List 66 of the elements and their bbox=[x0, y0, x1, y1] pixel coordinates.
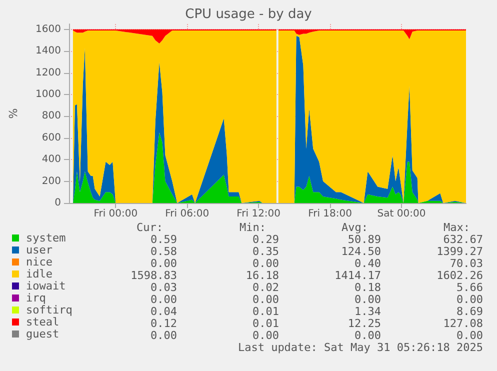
x-tick-label: Fri 00:00 bbox=[94, 208, 138, 220]
text: 0.01 bbox=[252, 317, 279, 330]
y-axis-title: % bbox=[7, 108, 20, 119]
legend-label: irq bbox=[26, 292, 46, 304]
text: Last update: Sat May 31 05:26:18 2025 bbox=[238, 341, 483, 354]
text: 70.03 bbox=[450, 257, 483, 270]
legend-label: idle bbox=[26, 268, 52, 280]
text: 0.00 bbox=[252, 293, 279, 306]
text: 0.58 bbox=[150, 245, 177, 258]
text: 0.18 bbox=[354, 281, 381, 294]
legend-label: iowait bbox=[26, 280, 66, 292]
x-tick-label: Fri 12:00 bbox=[236, 208, 281, 220]
text: 0.29 bbox=[252, 233, 279, 246]
text: 1399.27 bbox=[436, 245, 483, 258]
text: 0.00 bbox=[354, 293, 381, 306]
text: 632.67 bbox=[443, 233, 483, 246]
text: 124.50 bbox=[341, 245, 381, 258]
text: Avg: bbox=[342, 221, 368, 234]
y-tick-label: 1000 bbox=[36, 89, 61, 100]
text: 0.00 bbox=[252, 257, 279, 270]
legend-label: steal bbox=[26, 316, 60, 328]
y-tick-label: 800 bbox=[42, 110, 61, 122]
text: 0.04 bbox=[150, 305, 178, 318]
y-tick-label: 200 bbox=[42, 176, 61, 187]
legend-label: user bbox=[26, 244, 53, 256]
y-tick-label: 1600 bbox=[36, 24, 61, 35]
text: 50.89 bbox=[348, 233, 381, 246]
legend-label: guest bbox=[26, 328, 60, 340]
text: 0.00 bbox=[150, 293, 177, 306]
legend-label: nice bbox=[26, 256, 52, 268]
text: 5.66 bbox=[456, 281, 483, 294]
text: 1598.83 bbox=[130, 269, 177, 282]
text: 0.03 bbox=[150, 281, 177, 294]
x-tick-label: Sat 00:00 bbox=[377, 208, 426, 220]
text: 8.69 bbox=[456, 305, 483, 318]
text: 1.34 bbox=[354, 305, 382, 318]
text: 0.35 bbox=[252, 245, 279, 258]
text: 12.25 bbox=[348, 317, 381, 330]
text: 0.00 bbox=[456, 293, 483, 306]
text: 16.18 bbox=[246, 269, 279, 282]
text: Cur: bbox=[136, 221, 163, 234]
text: 0.12 bbox=[150, 317, 177, 330]
legend-label: softirq bbox=[26, 304, 72, 316]
x-tick-label: Fri 18:00 bbox=[308, 208, 352, 220]
text: 0.00 bbox=[354, 329, 381, 342]
y-tick-label: 400 bbox=[42, 154, 61, 166]
text: 0.00 bbox=[456, 329, 483, 342]
text: 127.08 bbox=[443, 317, 483, 330]
text: Min: bbox=[240, 221, 266, 234]
y-tick-label: 600 bbox=[42, 132, 61, 144]
text: 1602.26 bbox=[436, 269, 483, 282]
text: 1414.17 bbox=[334, 269, 381, 282]
y-tick-label: 1200 bbox=[36, 67, 61, 78]
y-tick-label: 1400 bbox=[36, 46, 61, 57]
chart-title: CPU usage - by day bbox=[185, 7, 312, 22]
text: 0.00 bbox=[252, 329, 279, 342]
text: 0.00 bbox=[150, 329, 177, 342]
text: Max: bbox=[444, 221, 470, 234]
text: 0.59 bbox=[150, 233, 177, 246]
x-tick-label: Fri 06:00 bbox=[165, 208, 210, 220]
y-tick-label: 0 bbox=[54, 198, 61, 208]
text: 0.00 bbox=[150, 257, 177, 270]
text: 0.02 bbox=[252, 281, 279, 294]
text: 0.40 bbox=[354, 257, 381, 270]
text: 0.01 bbox=[252, 305, 279, 318]
legend-label: system bbox=[26, 232, 66, 244]
